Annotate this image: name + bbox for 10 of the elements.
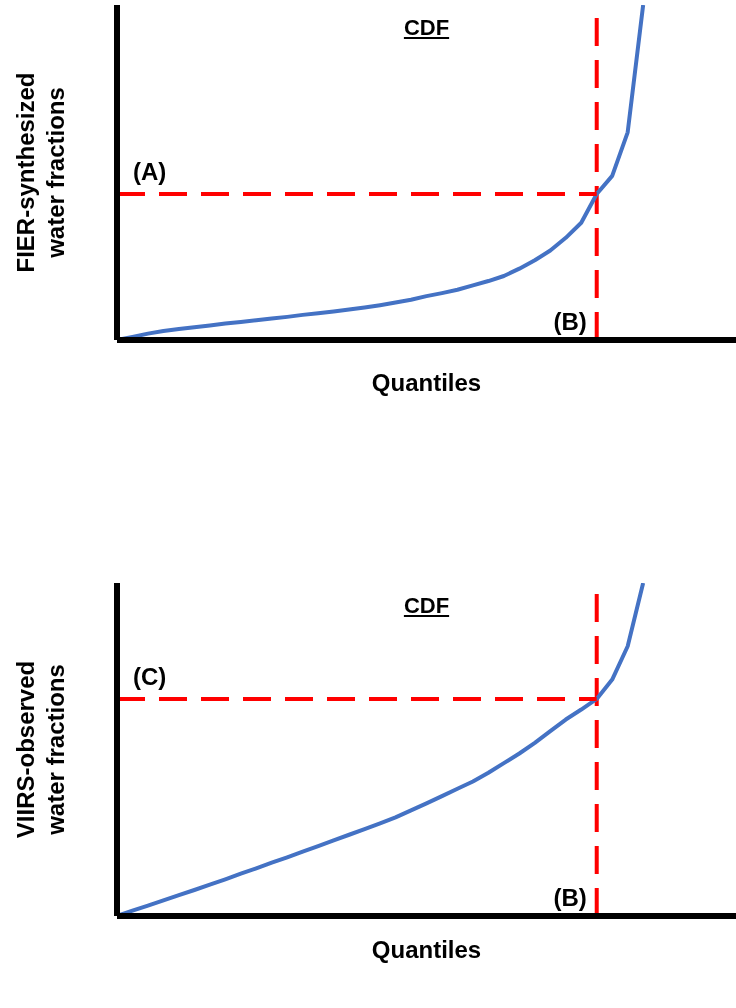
x-axis-title: Quantiles [371, 936, 482, 963]
annotation: (B) [553, 308, 587, 335]
x-axis-title: Quantiles [371, 369, 482, 396]
text: CDF [402, 593, 451, 619]
series-label: (C) [133, 662, 167, 690]
y-axis-title: FIER-synthesized water fractions [12, 72, 69, 273]
annotation: (B) [553, 884, 587, 911]
y-axis-title: VIIRS-observed water fractions [12, 660, 69, 839]
series-label: (A) [133, 157, 167, 185]
text: CDF [402, 15, 451, 41]
